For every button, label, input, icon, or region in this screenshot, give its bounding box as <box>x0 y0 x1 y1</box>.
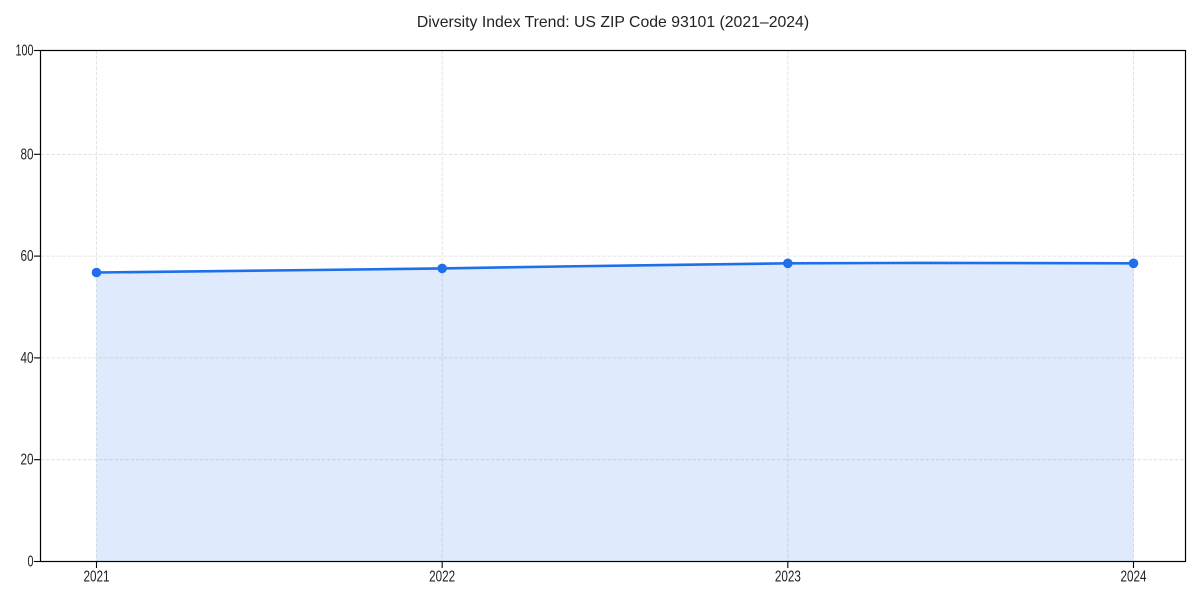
svg-text:100: 100 <box>16 43 34 60</box>
svg-text:40: 40 <box>21 350 34 367</box>
svg-text:2024: 2024 <box>1121 569 1147 586</box>
svg-text:2022: 2022 <box>429 569 455 586</box>
svg-text:2021: 2021 <box>84 569 110 586</box>
svg-text:60: 60 <box>21 248 34 265</box>
svg-text:20: 20 <box>21 452 34 469</box>
svg-text:0: 0 <box>28 554 34 571</box>
svg-text:2023: 2023 <box>775 569 801 586</box>
svg-text:80: 80 <box>21 146 34 163</box>
